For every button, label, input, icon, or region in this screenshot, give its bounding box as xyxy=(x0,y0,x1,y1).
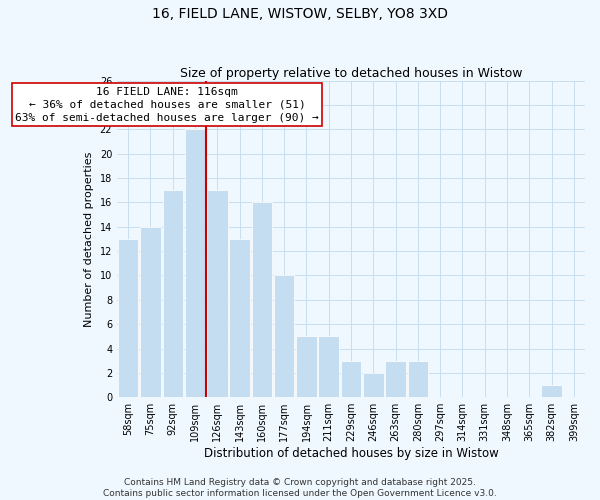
Bar xyxy=(274,276,295,397)
Bar xyxy=(541,385,562,397)
X-axis label: Distribution of detached houses by size in Wistow: Distribution of detached houses by size … xyxy=(203,447,499,460)
Bar xyxy=(207,190,227,397)
Bar xyxy=(163,190,183,397)
Text: 16, FIELD LANE, WISTOW, SELBY, YO8 3XD: 16, FIELD LANE, WISTOW, SELBY, YO8 3XD xyxy=(152,8,448,22)
Bar xyxy=(185,130,205,397)
Bar xyxy=(407,360,428,397)
Bar xyxy=(385,360,406,397)
Bar xyxy=(363,373,383,397)
Bar xyxy=(319,336,339,397)
Bar xyxy=(341,360,361,397)
Text: 16 FIELD LANE: 116sqm
← 36% of detached houses are smaller (51)
63% of semi-deta: 16 FIELD LANE: 116sqm ← 36% of detached … xyxy=(16,87,319,123)
Title: Size of property relative to detached houses in Wistow: Size of property relative to detached ho… xyxy=(180,66,522,80)
Bar xyxy=(251,202,272,397)
Text: Contains HM Land Registry data © Crown copyright and database right 2025.
Contai: Contains HM Land Registry data © Crown c… xyxy=(103,478,497,498)
Bar xyxy=(229,239,250,397)
Bar xyxy=(140,227,161,397)
Y-axis label: Number of detached properties: Number of detached properties xyxy=(84,151,94,326)
Bar xyxy=(296,336,317,397)
Bar xyxy=(118,239,139,397)
